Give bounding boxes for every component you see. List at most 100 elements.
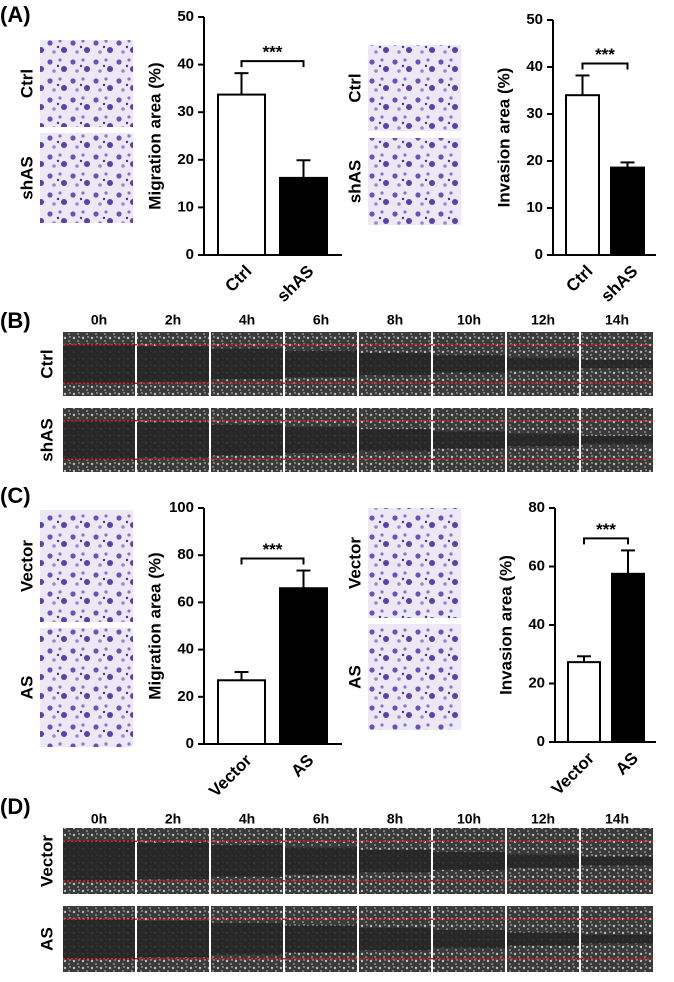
y-tick-label: 0 [537, 733, 545, 750]
y-tick-label: 20 [177, 151, 194, 168]
x-tick-label: Vector [548, 748, 598, 798]
scratch-gap [211, 424, 283, 456]
scratch-gap [137, 422, 209, 458]
x-tick-label: Ctrl [562, 262, 596, 296]
scratch-gap [63, 420, 135, 460]
y-tick-label: 100 [169, 499, 194, 516]
row-label: shAS [37, 418, 56, 461]
scratch-gap [211, 348, 283, 380]
scratch-gap [285, 925, 357, 953]
y-tick-label: 20 [177, 688, 194, 705]
scratch-gap [63, 840, 135, 882]
panel-label: (D) [0, 794, 31, 819]
microscopy-image [368, 138, 461, 225]
x-tick-label: Ctrl [221, 262, 255, 296]
y-tick-label: 20 [526, 152, 543, 169]
image-label: Vector [345, 537, 364, 589]
time-label: 2h [165, 312, 181, 328]
significance-label: *** [595, 45, 615, 64]
time-label: 10h [457, 811, 481, 827]
bar [217, 93, 266, 256]
image-label: shAS [345, 160, 364, 203]
microscopy-image [368, 624, 461, 730]
scratch-gap [285, 350, 357, 378]
image-label: AS [345, 665, 364, 689]
scratch-gap [433, 431, 505, 449]
y-tick-label: 0 [535, 246, 543, 263]
scratch-gap [63, 344, 135, 384]
significance-bracket [240, 557, 305, 565]
panel-label: (C) [0, 483, 31, 508]
microscopy-image [40, 628, 133, 747]
bar [279, 587, 328, 745]
bar [610, 166, 645, 256]
panel-label: (A) [0, 2, 31, 27]
time-label: 14h [605, 811, 629, 827]
significance-label: *** [263, 43, 283, 62]
microscopy-image [40, 133, 133, 223]
y-tick-label: 20 [528, 674, 545, 691]
bar [279, 176, 328, 256]
y-tick-label: 50 [526, 11, 543, 28]
y-tick-label: 40 [528, 616, 545, 633]
image-label: Ctrl [17, 69, 36, 98]
x-tick-label: AS [287, 751, 317, 781]
y-tick-label: 0 [186, 246, 194, 263]
microscopy-image [368, 508, 461, 618]
time-label: 2h [165, 811, 181, 827]
image-label: Ctrl [345, 73, 364, 102]
scratch-gap [211, 923, 283, 955]
time-label: 12h [531, 312, 555, 328]
scratch-gap [433, 930, 505, 948]
microscopy-image [368, 45, 461, 131]
scratch-gap [63, 918, 135, 960]
time-label: 10h [457, 312, 481, 328]
y-axis-label: Invasion area (%) [494, 68, 513, 208]
scratch-gap [359, 353, 431, 375]
bar [567, 661, 601, 744]
y-tick-label: 0 [186, 735, 194, 752]
scratch-gap [581, 359, 653, 369]
y-axis-label: Invasion area (%) [496, 555, 515, 695]
time-label: 14h [605, 312, 629, 328]
y-axis-label: Migration area (%) [145, 62, 164, 209]
y-tick-label: 40 [526, 58, 543, 75]
scratch-gap [433, 355, 505, 373]
x-tick-label: shAS [597, 262, 641, 306]
scratch-gap [581, 856, 653, 866]
time-label: 4h [239, 312, 255, 328]
y-axis-label: Migration area (%) [145, 552, 164, 699]
x-tick-label: AS [612, 749, 642, 779]
time-label: 6h [313, 312, 329, 328]
time-label: 12h [531, 811, 555, 827]
row-label: Vector [37, 835, 56, 887]
scratch-gap [137, 842, 209, 880]
y-tick-label: 80 [528, 499, 545, 516]
scratch-gap [211, 845, 283, 877]
row-label: Ctrl [37, 349, 56, 378]
time-label: 6h [313, 811, 329, 827]
y-tick-label: 60 [528, 557, 545, 574]
time-label: 0h [91, 312, 107, 328]
scratch-gap [507, 854, 579, 868]
significance-bracket [583, 537, 629, 545]
y-tick-label: 30 [526, 105, 543, 122]
bar [565, 94, 600, 256]
time-label: 8h [387, 811, 403, 827]
bar [611, 572, 645, 743]
scratch-gap [359, 849, 431, 873]
y-tick-label: 50 [177, 8, 194, 25]
time-label: 4h [239, 811, 255, 827]
microscopy-image [40, 510, 133, 622]
image-label: Vector [17, 540, 36, 592]
image-label: AS [17, 676, 36, 700]
scratch-gap [581, 934, 653, 944]
y-tick-label: 10 [526, 199, 543, 216]
scratch-gap [581, 435, 653, 445]
time-label: 8h [387, 312, 403, 328]
y-tick-label: 60 [177, 593, 194, 610]
scratch-gap [285, 847, 357, 875]
scratch-gap [433, 852, 505, 870]
microscopy-image [40, 40, 133, 127]
